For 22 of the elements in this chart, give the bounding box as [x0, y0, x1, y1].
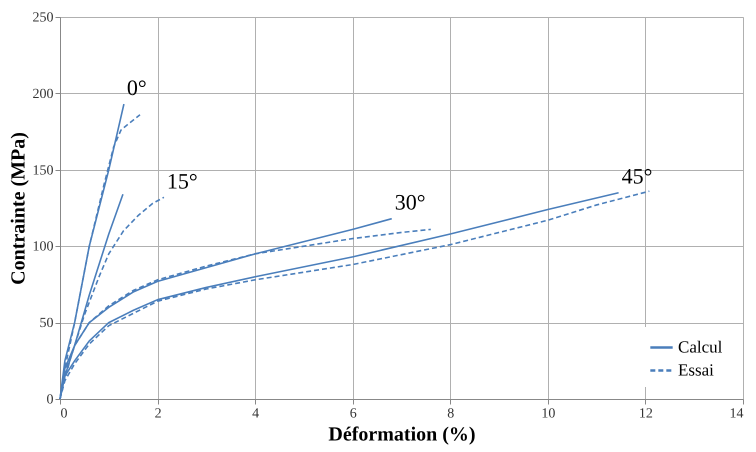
annotation: 45°	[622, 164, 652, 189]
y-tick-label: 50	[40, 316, 54, 332]
legend-label: Calcul	[678, 338, 723, 356]
x-tick-label: 0	[60, 406, 68, 422]
y-tick-label: 150	[32, 163, 54, 178]
y-tick-label: 0	[46, 392, 54, 408]
x-tick-label: 2	[154, 406, 162, 422]
y-tick-label: 250	[32, 10, 54, 26]
x-tick-label: 10	[541, 406, 556, 422]
y-tick-label: 100	[32, 240, 54, 255]
annotation: 30°	[394, 190, 426, 215]
x-tick-label: 14	[730, 406, 744, 422]
y-axis-title: Contrainte (MPa)	[8, 132, 30, 285]
annotation: 0°	[126, 75, 147, 100]
x-tick-label: 12	[638, 406, 653, 422]
x-tick-label: 6	[350, 406, 357, 422]
x-tick-label: 8	[447, 406, 454, 422]
y-tick-label: 200	[32, 86, 54, 102]
x-tick-label: 4	[252, 406, 260, 422]
legend-label: Essai	[678, 360, 714, 380]
x-axis-title: Déformation (%)	[328, 424, 476, 446]
annotation: 15°	[166, 168, 198, 194]
